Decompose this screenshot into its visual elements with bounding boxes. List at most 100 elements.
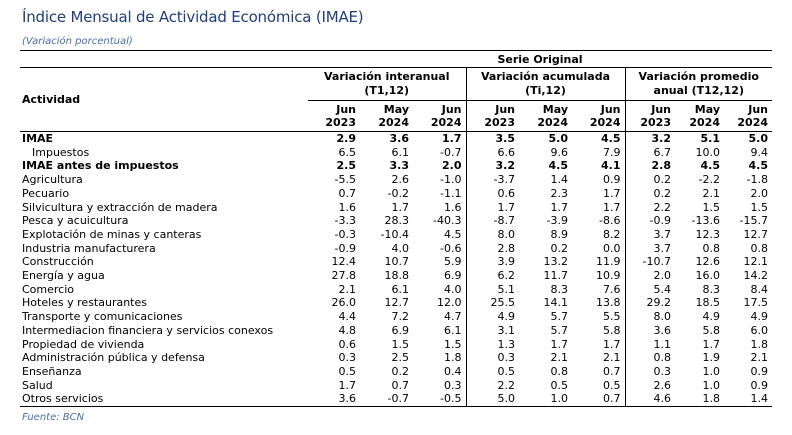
table-row: Explotación de minas y canteras -0.3 -10.4… (20, 227, 772, 242)
value-cell: 5.1 (465, 282, 519, 297)
value-cell: 3.1 (465, 323, 519, 338)
table-row: Pesca y acuicultura -3.3 28.3 -40.3 -8.7 -3.9… (20, 214, 772, 228)
period-header-cell: Jun 2023 (624, 100, 675, 132)
value-cell: 0.9 (603, 173, 621, 187)
value-cell: 0.3 (338, 351, 357, 365)
value-cell: 2.1 (603, 351, 621, 365)
value-cell: -0.9 (334, 241, 356, 255)
value-cell: 1.7 (442, 132, 462, 145)
value-cell: 11.9 (596, 255, 621, 269)
table-row: Construcción 12.4 10.7 5.9 3.9 13.2 11.9 -10.7 1… (20, 255, 772, 270)
value-cell: 16.0 (695, 269, 721, 283)
value-cell: 17.5 (743, 296, 769, 310)
table-row: Hoteles y restaurantes 26.0 12.7 12.0 25.5 14… (20, 296, 772, 311)
value-cell: 25.5 (465, 296, 519, 311)
row-label: Salud (22, 378, 53, 392)
value-cell: 2.6 (391, 173, 410, 187)
value-cell: 1.5 (750, 200, 769, 214)
value-cell: 1.9 (702, 351, 721, 365)
value-cell: 0.2 (550, 241, 569, 255)
value-cell: 1.5 (444, 337, 462, 351)
row-label: IMAE (22, 132, 54, 145)
value-cell: 2.0 (750, 186, 769, 200)
value-cell: 8.4 (750, 282, 769, 296)
value-cell: -1.0 (440, 173, 462, 187)
row-label: Construcción (22, 255, 94, 269)
row-label: Pecuario (22, 186, 70, 200)
period-year: 2024 (589, 116, 621, 129)
value-cell: 4.5 (700, 159, 721, 173)
value-cell: 7.6 (603, 282, 621, 296)
table-row: Agricultura -5.5 2.6 -1.0 -3.7 1.4 0.9 0.2 -2.2 -… (20, 173, 772, 187)
page-title: Índice Mensual de Actividad Económica (I… (22, 8, 364, 26)
period-month: Jun (495, 103, 515, 116)
value-cell: 4.1 (601, 159, 621, 173)
value-cell: 7.9 (603, 145, 621, 159)
table-row: Salud 1.7 0.7 0.3 2.2 0.5 0.5 2.6 1.0 0.9 (20, 378, 772, 393)
value-cell: 12.1 (743, 255, 769, 269)
value-cell: 9.4 (750, 145, 769, 159)
row-label: Comercio (22, 282, 75, 296)
table-row: Silvicultura y extracción de madera 1.6 1.… (20, 200, 772, 215)
row-label: Propiedad de vivienda (22, 337, 145, 351)
value-cell: 2.0 (442, 159, 462, 173)
value-cell: 2.1 (702, 186, 721, 200)
period-header-cell: May 2024 (360, 100, 413, 132)
value-cell: 0.4 (444, 364, 462, 378)
value-cell: 3.2 (624, 131, 675, 146)
value-cell: 8.0 (465, 227, 519, 242)
value-cell: -10.7 (624, 255, 675, 270)
serie-header-row: Serie Original (20, 50, 773, 68)
value-cell: 0.7 (391, 378, 410, 392)
value-cell: 5.0 (465, 392, 519, 408)
row-label: Enseñanza (22, 364, 82, 378)
value-cell: 1.1 (624, 337, 675, 352)
value-cell: 1.7 (702, 337, 721, 351)
period-year: 2024 (378, 116, 409, 129)
value-cell: 4.9 (465, 310, 519, 324)
row-label: Energía y agua (22, 269, 105, 283)
value-cell: 2.0 (624, 269, 675, 283)
value-cell: 12.0 (437, 296, 462, 310)
table-row: Transporte y comunicaciones 4.4 7.2 4.7 4.9 5… (20, 310, 772, 324)
value-cell: 2.1 (338, 282, 357, 296)
value-cell: 2.2 (465, 378, 519, 393)
table-row: Otros servicios 3.6 -0.7 -0.5 5.0 1.0 0.7 4.6 1.… (20, 392, 773, 408)
value-cell: 2.3 (550, 186, 569, 200)
value-cell: 2.6 (624, 378, 675, 393)
value-cell: 0.7 (603, 364, 621, 378)
value-cell: 3.5 (465, 131, 519, 146)
value-cell: 0.2 (624, 173, 675, 187)
serie-header: Serie Original (308, 50, 773, 68)
period-month: Jun (600, 103, 621, 116)
value-cell: 1.3 (465, 337, 519, 352)
value-cell: 14.2 (743, 269, 769, 283)
value-cell: 9.6 (550, 145, 569, 159)
row-label: IMAE antes de impuestos (22, 159, 179, 173)
period-header-cell: Jun 2023 (308, 100, 360, 132)
table-row: Comercio 2.1 6.1 4.0 5.1 8.3 7.6 5.4 8.3 8.4 (20, 282, 772, 297)
value-cell: -2.2 (698, 173, 720, 187)
value-cell: -8.6 (599, 214, 621, 228)
value-cell: 6.7 (624, 145, 675, 160)
value-cell: 6.1 (391, 282, 410, 296)
value-cell: 1.7 (603, 200, 621, 214)
source-note: Fuente: BCN (22, 412, 85, 423)
table-row: IMAE antes de impuestos 2.5 3.3 2.0 3.2 4.5 4.… (20, 159, 772, 174)
row-label: Industria manufacturera (22, 241, 156, 255)
value-cell: 0.9 (750, 364, 769, 378)
value-cell: -13.6 (691, 214, 720, 228)
value-cell: 12.6 (695, 255, 721, 269)
value-cell: 5.9 (444, 255, 462, 269)
value-cell: 4.5 (444, 227, 462, 241)
value-cell: 12.4 (331, 255, 357, 269)
period-year: 2023 (640, 116, 671, 129)
value-cell: 1.4 (724, 392, 773, 408)
value-cell: -3.9 (546, 214, 568, 228)
value-cell: 10.9 (596, 269, 621, 283)
value-cell: 1.8 (675, 392, 724, 408)
period-header-cell: May 2024 (519, 100, 572, 132)
value-cell: -10.4 (380, 227, 409, 241)
value-cell: 2.2 (624, 200, 675, 215)
row-label: Hoteles y restaurantes (22, 296, 147, 310)
